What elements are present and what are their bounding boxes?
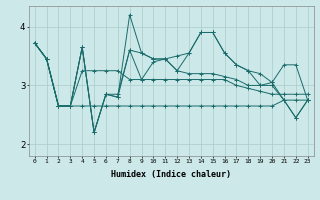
X-axis label: Humidex (Indice chaleur): Humidex (Indice chaleur): [111, 170, 231, 179]
